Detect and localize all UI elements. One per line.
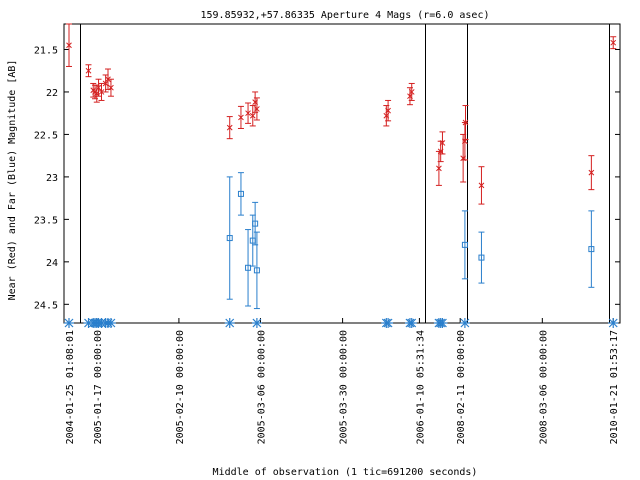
upper-limit-marker xyxy=(105,318,116,328)
upper-limit-marker xyxy=(224,318,235,328)
data-point-near xyxy=(85,67,92,74)
x-tick-label: 2008-03-06 00:00:00 xyxy=(538,330,549,444)
data-point-near xyxy=(588,169,595,176)
plot-frame xyxy=(63,23,621,324)
y-tick-label: 22.5 xyxy=(34,130,58,141)
x-tick-label: 2005-01-17 00:00:00 xyxy=(93,330,104,444)
x-tick-label: 2008-02-11 00:00:00 xyxy=(456,330,467,444)
y-tick-label: 22 xyxy=(46,88,58,99)
data-point-far xyxy=(245,264,252,271)
data-point-far xyxy=(588,246,595,253)
y-axis-label: Near (Red) and Far (Blue) Magnitude [AB] xyxy=(7,60,18,301)
data-point-near xyxy=(226,124,233,131)
plot-area: 21.5 22 22.5 23 23.5 24 24.5 2004-01-25 01:08:0… xyxy=(34,23,621,444)
y-tick-label: 24 xyxy=(46,258,58,269)
data-point-near xyxy=(249,112,256,119)
data-point-near xyxy=(408,89,415,95)
x-axis-label: Middle of observation (1 tic=691200 seco… xyxy=(213,467,478,478)
data-point-near xyxy=(98,89,105,95)
y-tick-label: 21.5 xyxy=(34,45,58,56)
x-tick-label: 2006-01-10 05:31:34 xyxy=(415,330,426,444)
upper-limit-marker xyxy=(406,318,417,328)
data-point-near xyxy=(462,119,469,126)
data-point-near xyxy=(102,80,109,87)
data-point-near xyxy=(95,84,102,91)
upper-limit-marker xyxy=(383,318,394,328)
data-point-far xyxy=(226,235,233,242)
upper-limit-marker xyxy=(251,318,262,328)
upper-limit-marker xyxy=(459,318,470,328)
x-tick-label: 2010-01-21 01:53:17 xyxy=(609,330,620,444)
data-point-near xyxy=(108,84,114,91)
x-tick-label: 2005-03-06 00:00:00 xyxy=(256,330,267,444)
upper-limit-marker xyxy=(437,318,448,328)
data-point-near xyxy=(610,39,617,46)
x-tick-label: 2004-01-25 01:08:01 xyxy=(65,330,76,444)
data-point-near xyxy=(385,107,391,114)
data-point-far xyxy=(253,267,260,274)
data-point-near xyxy=(254,106,260,112)
x-tick-label: 2005-03-30 00:00:00 xyxy=(339,330,350,444)
data-point-far xyxy=(237,190,244,197)
data-point-near xyxy=(478,182,485,189)
data-point-near xyxy=(439,140,446,146)
x-tick-label: 2005-02-10 00:00:00 xyxy=(175,330,186,444)
data-point-near xyxy=(245,110,251,117)
upper-limit-marker xyxy=(608,318,619,328)
data-point-near xyxy=(66,42,72,49)
data-point-near xyxy=(436,165,442,172)
data-point-far xyxy=(478,254,485,261)
y-tick-label: 24.5 xyxy=(34,300,58,311)
data-point-near xyxy=(238,114,244,121)
upper-limit-marker xyxy=(64,318,74,328)
chart-title: 159.85932,+57.86335 Aperture 4 Mags (r=6… xyxy=(201,10,490,21)
y-tick-label: 23 xyxy=(46,173,58,184)
data-point-far xyxy=(461,241,468,248)
data-point-far xyxy=(252,220,259,227)
y-tick-label: 23.5 xyxy=(34,215,58,226)
